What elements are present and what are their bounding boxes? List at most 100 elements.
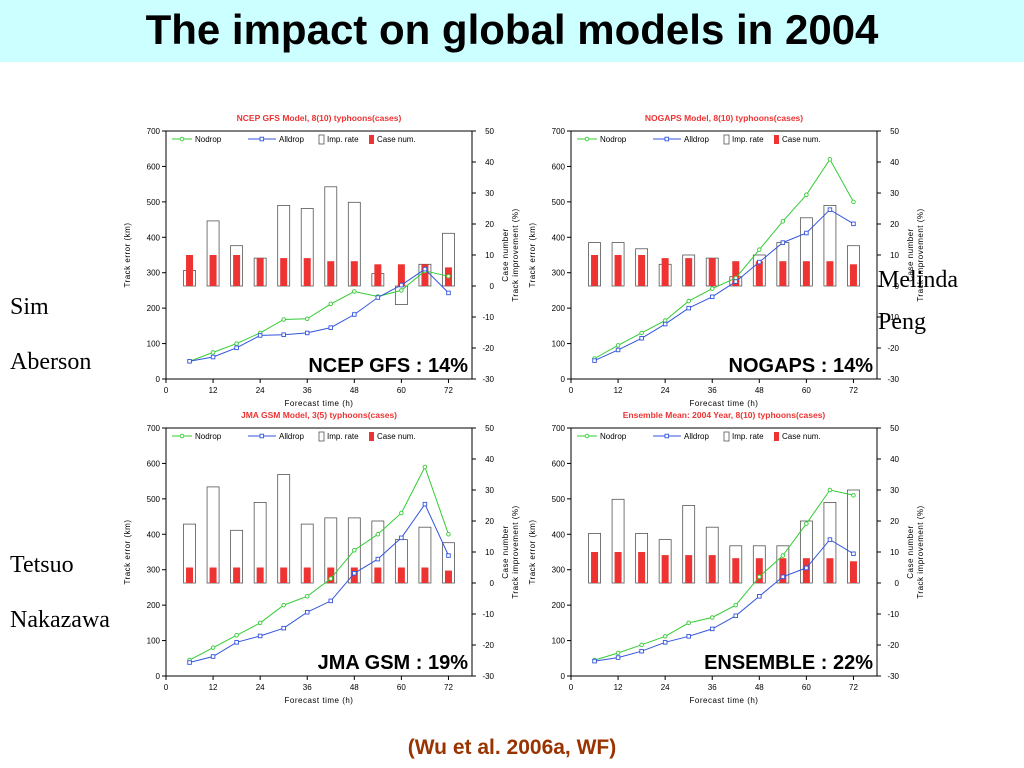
y-tick-label: 0 [156,375,161,384]
y-tick-label: 600 [147,459,161,468]
nodrop-point [210,645,216,650]
y-tick-label: 100 [147,637,161,646]
alldrop-point [446,553,451,558]
x-tick-label: 12 [209,683,218,692]
y2-tick-label: 40 [485,455,494,464]
alldrop-point [210,354,216,360]
case-num-bar [421,264,429,286]
legend-alldrop-marker [664,136,670,142]
case-num-bar [256,567,264,583]
y2-tick-label: -30 [887,672,899,681]
y2-axis-label-improvement: Track improvement (%) [511,208,520,301]
author-name-aberson: Aberson [10,349,92,375]
y-tick-label: 300 [552,269,566,278]
alldrop-point [686,305,691,311]
case-num-bar [303,258,311,286]
nodrop-line [189,465,449,661]
y2-tick-label: -10 [887,313,899,322]
x-tick-label: 12 [614,386,623,395]
nodrop-point [328,576,334,581]
case-num-bar [826,261,834,286]
chart-ncep-gfs: NCEP GFS Model, 8(10) typhoons(cases) 0 10… [123,113,520,408]
legend-alldrop-label: Alldrop [279,432,304,441]
case-num-bar [755,558,763,583]
case-num-bar [755,261,763,286]
nodrop-point [234,341,239,346]
case-num-bar [802,558,810,583]
legend-case-num-label: Case num. [377,135,416,144]
y2-tick-label: -10 [887,610,899,619]
case-num-bar [256,258,264,286]
x-tick-label: 24 [256,386,265,395]
y2-tick-label: -30 [482,375,494,384]
alldrop-point [234,345,239,351]
y-tick-label: 200 [147,601,161,610]
x-tick-label: 48 [350,386,359,395]
y2-axis-label-case: Case number [906,525,915,579]
x-tick-label: 48 [350,683,359,692]
alldrop-point [639,336,644,341]
nodrop-point [399,510,404,516]
case-num-bar [591,552,599,583]
y-tick-label: 300 [147,269,161,278]
y2-axis-label-improvement: Track improvement (%) [916,505,925,598]
y2-axis-label-case: Case number [906,228,915,282]
alldrop-point [328,325,334,330]
legend-imp-rate-label: Imp. rate [327,432,359,441]
title-bar [0,0,1024,62]
nodrop-point [639,642,644,648]
alldrop-point [851,221,856,227]
y2-tick-label: 10 [485,548,494,557]
y-tick-label: 300 [552,566,566,575]
x-axis-label: Forecast time (h) [690,696,759,705]
y2-tick-label: 20 [890,220,899,229]
legend-imp-rate-label: Imp. rate [327,135,359,144]
legend-case-num-label: Case num. [377,432,416,441]
y-tick-label: 0 [561,672,566,681]
x-axis-label: Forecast time (h) [285,696,354,705]
y2-tick-label: 40 [485,158,494,167]
case-num-bar [374,264,382,286]
case-num-bar [732,558,740,583]
y2-tick-label: -20 [482,641,494,650]
author-name-nakazawa: Nakazawa [10,607,110,633]
legend-nodrop-label: Nodrop [600,135,627,144]
x-tick-label: 36 [708,683,717,692]
author-name-melinda: Melinda [878,267,958,293]
y2-tick-label: -20 [482,344,494,353]
alldrop-point [187,660,192,665]
alldrop-point [422,266,428,272]
nodrop-point [662,634,668,639]
legend: Nodrop Alldrop Imp. rate Case num. [577,431,821,442]
legend-alldrop-marker [664,433,670,439]
legend-nodrop-label: Nodrop [195,432,222,441]
alldrop-point [615,347,621,353]
alldrop-line [594,209,854,362]
y2-axis-label-improvement: Track improvement (%) [916,208,925,301]
y2-tick-label: 30 [890,189,899,198]
alldrop-line [189,268,449,362]
case-num-bar [350,261,358,286]
x-tick-label: 36 [303,386,312,395]
nodrop-point [352,547,357,553]
alldrop-point [352,571,357,576]
nodrop-point [686,298,691,304]
nodrop-point [399,288,404,293]
x-tick-label: 48 [755,386,764,395]
case-num-bar [280,567,288,583]
y-tick-label: 600 [552,162,566,171]
alldrop-point [709,294,715,300]
nodrop-line [594,489,854,661]
panel-title: Ensemble Mean: 2004 Year, 8(10) typhoons… [623,410,826,420]
y2-tick-label: 0 [490,282,495,291]
legend-alldrop-marker [259,136,265,142]
alldrop-point [780,240,786,245]
legend-alldrop-label: Alldrop [684,135,709,144]
nodrop-point [234,633,239,638]
legend-nodrop-marker [179,136,185,142]
y2-axis-label-case: Case number [501,228,510,282]
nodrop-point [827,487,833,493]
alldrop-point [422,501,428,507]
case-num-bar [327,567,335,583]
case-num-bar [802,261,810,286]
